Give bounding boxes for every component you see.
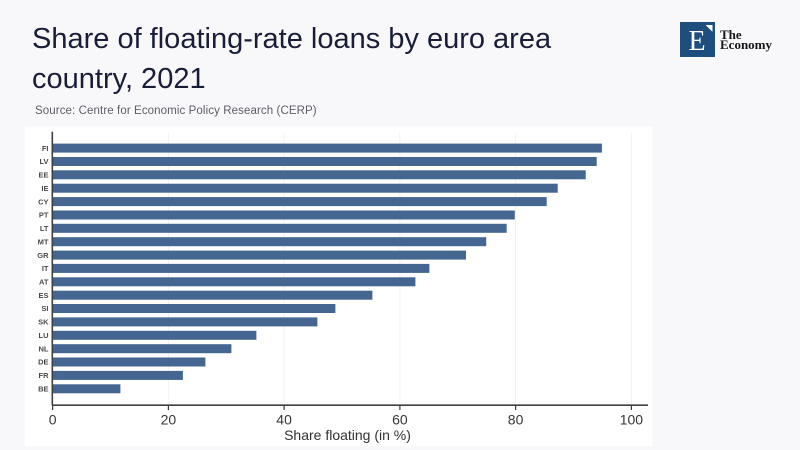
- svg-text:EE: EE: [38, 171, 48, 180]
- svg-text:20: 20: [161, 412, 177, 428]
- svg-text:ES: ES: [38, 291, 48, 300]
- svg-text:E: E: [688, 25, 705, 56]
- svg-text:100: 100: [620, 412, 644, 428]
- svg-text:SK: SK: [38, 318, 49, 327]
- svg-text:NL: NL: [39, 344, 49, 353]
- svg-text:0: 0: [49, 412, 57, 428]
- svg-text:DE: DE: [38, 358, 48, 367]
- svg-text:LV: LV: [39, 157, 48, 166]
- svg-text:CY: CY: [38, 197, 48, 206]
- svg-text:MT: MT: [38, 237, 49, 246]
- svg-text:LT: LT: [40, 224, 49, 233]
- svg-text:80: 80: [508, 412, 524, 428]
- svg-text:FI: FI: [42, 144, 49, 153]
- svg-text:PT: PT: [39, 211, 49, 220]
- svg-text:FR: FR: [39, 371, 50, 380]
- svg-text:AT: AT: [39, 278, 49, 287]
- svg-text:60: 60: [392, 412, 408, 428]
- svg-text:Share floating (in %): Share floating (in %): [284, 427, 411, 443]
- svg-text:SI: SI: [41, 304, 48, 313]
- svg-text:LU: LU: [39, 331, 49, 340]
- svg-text:IE: IE: [41, 184, 48, 193]
- svg-text:40: 40: [276, 412, 292, 428]
- svg-text:GR: GR: [37, 251, 49, 260]
- svg-text:IT: IT: [42, 264, 49, 273]
- svg-text:BE: BE: [38, 385, 48, 394]
